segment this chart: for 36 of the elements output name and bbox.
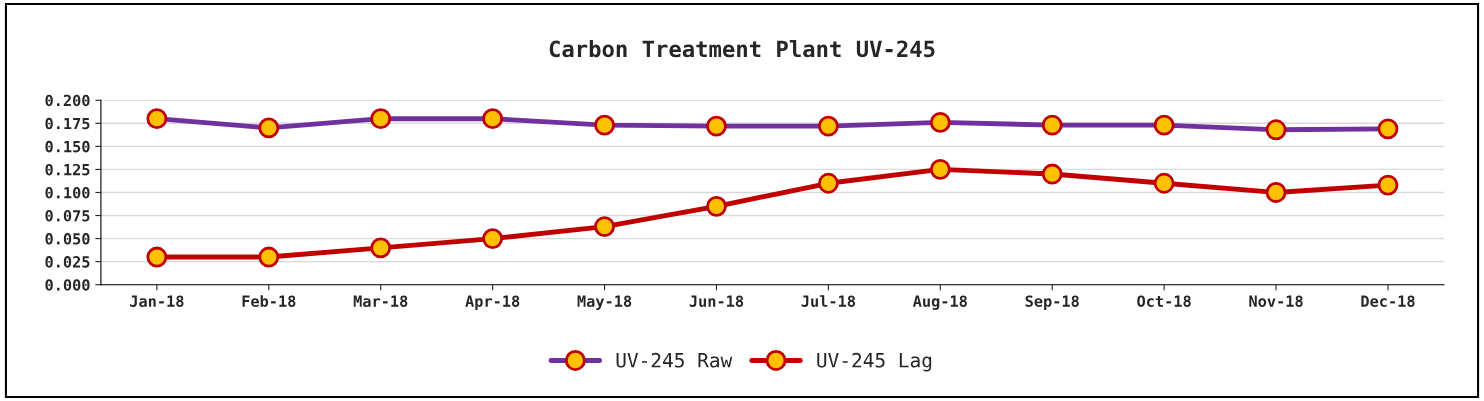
point	[146, 246, 168, 268]
point	[706, 195, 727, 217]
y-tick-label: 0.000	[45, 279, 90, 291]
legend-label: UV-245 Lag	[817, 352, 932, 372]
x-tick-label: Jan-18	[130, 295, 184, 307]
x-tick-label: Oct-18	[1137, 295, 1191, 307]
x-tick-label: May-18	[577, 295, 632, 310]
y-tick-label: 0.175	[45, 117, 90, 130]
y-tick-label: 0.200	[45, 94, 90, 107]
point	[1153, 172, 1175, 194]
point	[929, 159, 951, 180]
x-tick-label: Dec-18	[1361, 295, 1415, 307]
y-tick-label: 0.075	[45, 210, 90, 222]
legend-label: UV-245 Raw	[616, 352, 733, 368]
y-tick-label: 0.050	[45, 233, 90, 245]
x-tick-label: Apr-18	[465, 295, 520, 310]
x-tick-label: Sep-18	[1025, 295, 1079, 310]
x-tick-label: Nov-18	[1249, 295, 1303, 307]
point	[258, 246, 280, 268]
point	[1377, 174, 1399, 196]
y-tick-label: 0.025	[45, 256, 90, 268]
x-tick-label: Jul-18	[801, 295, 856, 307]
chart-title: Carbon Treatment Plant UV-245	[549, 40, 935, 58]
point	[1041, 163, 1063, 185]
x-tick-label: Feb-18	[242, 295, 296, 307]
point	[594, 216, 615, 238]
point	[482, 228, 504, 250]
y-tick-label: 0.125	[45, 163, 90, 176]
y-tick-label: 0.100	[45, 186, 90, 199]
x-tick-label: Mar-18	[353, 295, 408, 307]
x-tick-label: Aug-18	[912, 295, 967, 310]
point	[1265, 182, 1287, 203]
x-tick-label: Jun-18	[689, 295, 744, 307]
point	[817, 172, 839, 194]
y-tick-label: 0.150	[45, 140, 90, 153]
point	[370, 237, 392, 259]
